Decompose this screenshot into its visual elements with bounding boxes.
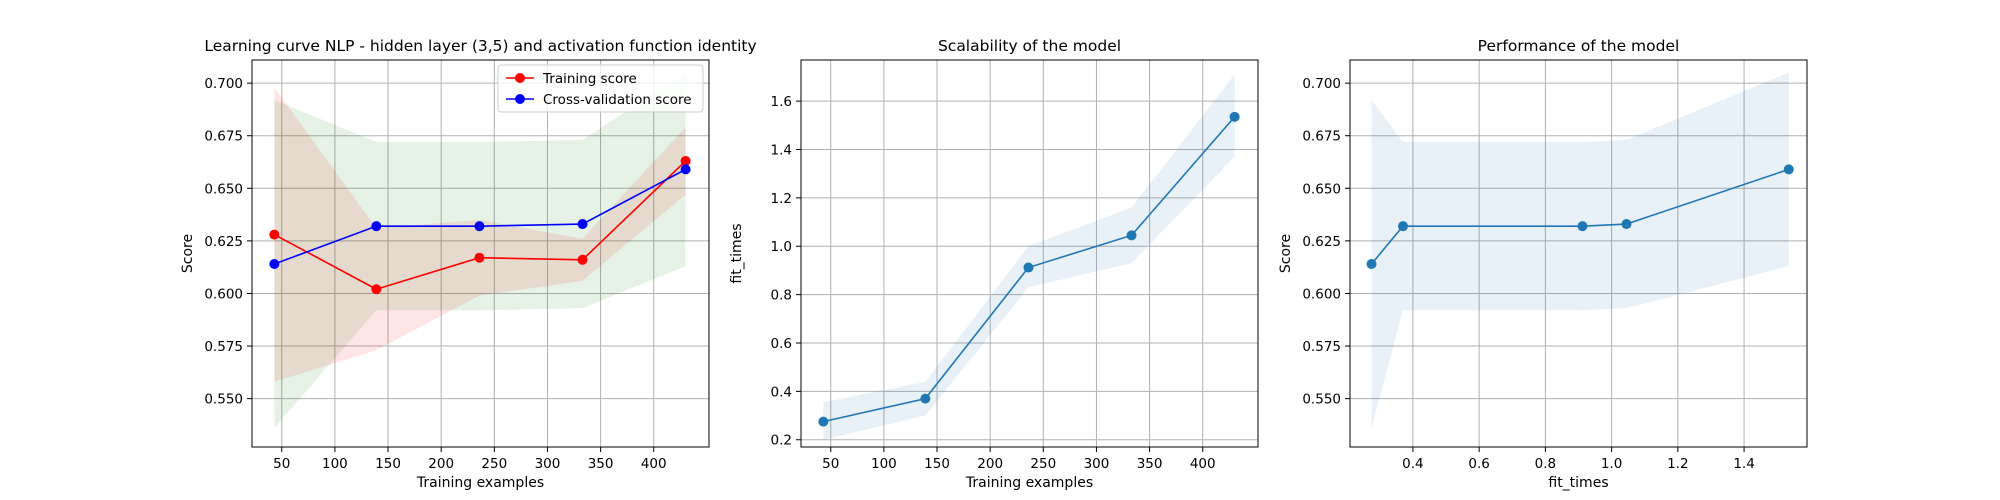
x-tick-label: 400 [1190, 456, 1216, 472]
legend-marker-cross-validation [515, 94, 525, 104]
x-tick-label: 300 [1084, 456, 1110, 472]
data-point [1398, 221, 1408, 231]
y-axis-label: Score [1278, 234, 1294, 273]
data-point [371, 221, 381, 231]
y-tick-label: 0.550 [1302, 392, 1341, 408]
y-tick-label: 0.675 [204, 129, 243, 145]
y-tick-label: 0.575 [1302, 339, 1341, 355]
y-tick-label: 1.4 [771, 142, 792, 158]
y-tick-label: 0.625 [204, 234, 243, 250]
y-tick-label: 0.675 [1302, 129, 1341, 145]
x-tick-label: 0.4 [1402, 456, 1423, 472]
y-axis-label: fit_times [729, 223, 745, 283]
y-tick-label: 0.600 [204, 286, 243, 302]
y-tick-label: 0.700 [1302, 76, 1341, 92]
data-point [474, 253, 484, 263]
x-tick-label: 200 [977, 456, 1003, 472]
x-tick-label: 100 [322, 456, 348, 472]
x-tick-label: 150 [375, 456, 401, 472]
chart-title: Learning curve NLP - hidden layer (3,5) … [204, 37, 756, 55]
y-tick-label: 0.650 [1302, 181, 1341, 197]
y-tick-label: 1.0 [771, 239, 792, 255]
chart-title: Scalability of the model [938, 37, 1121, 55]
y-tick-label: 1.2 [771, 191, 792, 207]
y-tick-label: 0.625 [1302, 234, 1341, 250]
y-tick-label: 0.650 [204, 181, 243, 197]
data-point [269, 230, 279, 240]
y-tick-label: 0.6 [771, 336, 792, 352]
x-tick-label: 0.8 [1535, 456, 1556, 472]
data-point [578, 219, 588, 229]
x-axis-label: fit_times [1548, 475, 1608, 491]
data-point [578, 255, 588, 265]
x-tick-label: 300 [535, 456, 561, 472]
x-axis-label: Training examples [416, 475, 544, 491]
y-tick-label: 0.4 [771, 384, 792, 400]
y-tick-label: 0.575 [204, 339, 243, 355]
data-point [1622, 219, 1632, 229]
legend-label-training: Training score [542, 71, 637, 87]
data-point [818, 417, 828, 427]
data-point [371, 284, 381, 294]
x-tick-label: 1.2 [1667, 456, 1688, 472]
x-tick-label: 1.0 [1601, 456, 1622, 472]
y-axis-label: Score [180, 234, 196, 273]
x-tick-label: 200 [428, 456, 454, 472]
data-point [1023, 263, 1033, 273]
x-axis-label: Training examples [965, 475, 1093, 491]
x-tick-label: 50 [273, 456, 290, 472]
x-tick-label: 250 [481, 456, 507, 472]
x-tick-label: 350 [588, 456, 614, 472]
data-point [1784, 164, 1794, 174]
y-tick-label: 0.2 [771, 433, 792, 449]
y-tick-label: 1.6 [771, 94, 792, 110]
data-point [681, 164, 691, 174]
legend: Training score Cross-validation score [498, 65, 703, 112]
x-tick-label: 150 [924, 456, 950, 472]
x-tick-label: 400 [641, 456, 667, 472]
data-point [1367, 259, 1377, 269]
y-tick-label: 0.8 [771, 288, 792, 304]
y-tick-label: 0.700 [204, 76, 243, 92]
y-tick-label: 0.550 [204, 392, 243, 408]
x-tick-label: 0.6 [1468, 456, 1489, 472]
y-tick-label: 0.600 [1302, 286, 1341, 302]
x-tick-label: 100 [871, 456, 897, 472]
data-point [1230, 112, 1240, 122]
x-tick-label: 350 [1137, 456, 1163, 472]
data-point [1577, 221, 1587, 231]
legend-marker-training [515, 73, 525, 83]
x-tick-label: 50 [822, 456, 839, 472]
data-point [474, 221, 484, 231]
x-tick-label: 1.4 [1733, 456, 1754, 472]
data-point [1127, 230, 1137, 240]
data-point [920, 394, 930, 404]
data-point [269, 259, 279, 269]
chart-title: Performance of the model [1478, 37, 1680, 55]
legend-label-cross-validation: Cross-validation score [543, 92, 692, 108]
x-tick-label: 250 [1030, 456, 1056, 472]
